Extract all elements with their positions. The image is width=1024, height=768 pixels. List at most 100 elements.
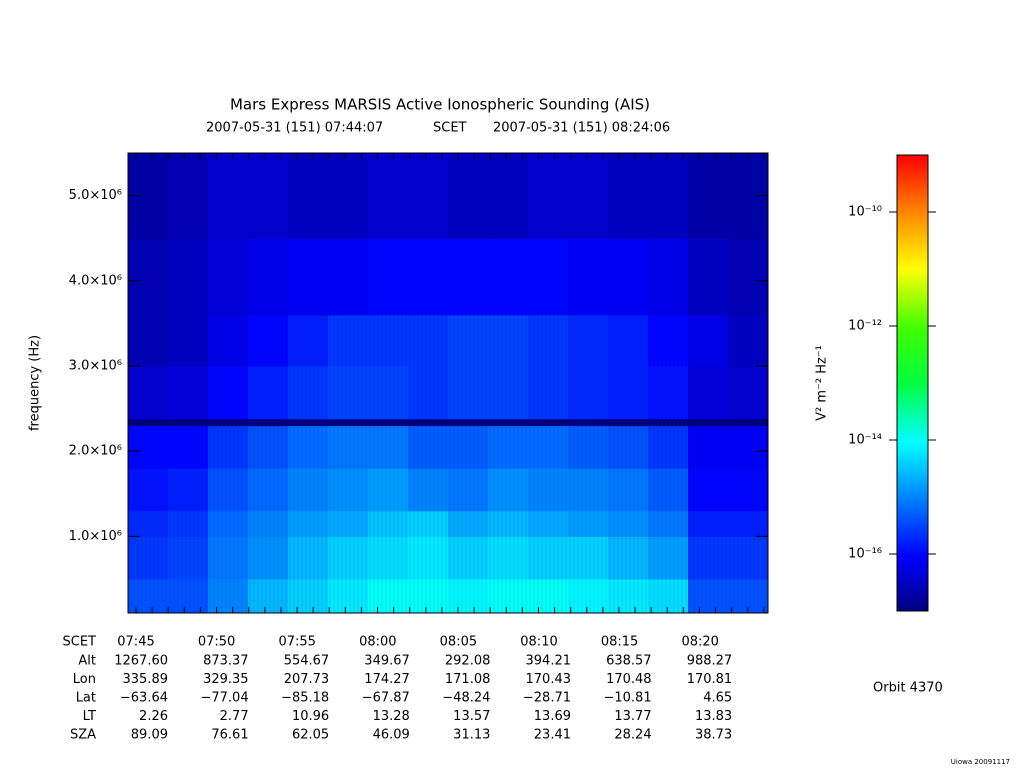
heatmap-cell [648,578,689,614]
heatmap-cell [568,578,609,614]
colorbar-tick-label: 10⁻¹⁶ [848,547,882,562]
heatmap-cell [688,578,729,614]
colorbar [896,154,929,612]
heatmap-cell [728,314,769,367]
y-tick-label: 3.0×10⁶ [69,358,122,373]
heatmap-cell [288,153,329,239]
table-cell: 13.77 [614,709,651,724]
colorbar-label: V² m⁻² Hz⁻¹ [815,345,830,421]
table-cell: 329.35 [203,672,249,687]
table-cell: 170.43 [526,672,572,687]
heatmap-cell [328,153,369,239]
heatmap-cell [528,510,569,537]
heatmap-cell [648,153,689,239]
heatmap-cell [168,468,209,512]
heatmap-cell [488,578,529,614]
table-cell: 13.57 [453,709,490,724]
heatmap-cell [648,418,689,427]
table-cell: 13.28 [373,709,410,724]
heatmap-cell [568,365,609,420]
heatmap-cell [328,468,369,512]
table-cell: 349.67 [364,654,410,669]
heatmap-cell [168,365,209,420]
end-time: 2007-05-31 (151) 08:24:06 [493,121,670,136]
heatmap-cell [648,510,689,537]
table-cell: 2.77 [220,709,249,724]
heatmap-cell [408,365,449,420]
heatmap-cell [688,510,729,537]
heatmap-cell [688,468,729,512]
heatmap-cell [168,425,209,469]
heatmap-cell [528,425,569,469]
heatmap-cell [528,578,569,614]
heatmap-cell [208,238,249,316]
heatmap-cell [688,153,729,239]
heatmap-cell [128,425,169,469]
heatmap-cell [128,536,169,580]
heatmap-cell [688,365,729,420]
heatmap-cell [208,425,249,469]
heatmap-cell [368,238,409,316]
heatmap-cell [448,468,489,512]
heatmap-cell [608,536,649,580]
heatmap-cell [408,425,449,469]
heatmap-cell [488,238,529,316]
heatmap-cell [128,238,169,316]
table-cell: −28.71 [523,691,571,706]
table-cell: 335.89 [123,672,169,687]
heatmap-cell [448,365,489,420]
table-cell: 207.73 [284,672,330,687]
heatmap-cell [488,468,529,512]
heatmap-cell [488,510,529,537]
table-cell: 31.13 [453,728,490,743]
heatmap-cell [408,153,449,239]
heatmap-cell [288,365,329,420]
heatmap-cell [568,425,609,469]
heatmap-cell [528,238,569,316]
heatmap-cell [448,314,489,367]
table-cell: 23.41 [534,728,571,743]
heatmap-cell [208,536,249,580]
table-cell: 170.48 [606,672,652,687]
heatmap-cell [168,418,209,427]
heatmap-cell [208,314,249,367]
heatmap-cell [408,238,449,316]
heatmap-cell [528,153,569,239]
chart-title: Mars Express MARSIS Active Ionospheric S… [230,96,650,114]
heatmap-cell [608,153,649,239]
heatmap-cell [568,536,609,580]
heatmap-cell [568,418,609,427]
table-cell: −67.87 [362,691,410,706]
heatmap-cell [128,578,169,614]
heatmap-cell [608,314,649,367]
table-header: SCET [63,635,97,650]
heatmap-cell [728,468,769,512]
heatmap-cell [248,418,289,427]
y-tick-label: 1.0×10⁶ [69,529,122,544]
heatmap-cell [208,153,249,239]
heatmap-cell [328,314,369,367]
heatmap-cell [608,238,649,316]
table-cell: −77.04 [200,691,248,706]
y-tick-label: 4.0×10⁶ [69,273,122,288]
heatmap-cell [288,425,329,469]
time-label: SCET [433,121,467,136]
time-label: 08:10 [520,635,557,650]
heatmap-cell [448,418,489,427]
heatmap-cell [528,468,569,512]
heatmap-cell [728,510,769,537]
heatmap-cell [448,238,489,316]
heatmap-cell [168,314,209,367]
table-cell: 76.61 [211,728,248,743]
heatmap-cell [328,365,369,420]
heatmap-cell [208,510,249,537]
table-cell: −85.18 [281,691,329,706]
heatmap-cell [488,536,529,580]
heatmap-cell [168,153,209,239]
heatmap-cell [448,425,489,469]
heatmap-cell [528,314,569,367]
orbit: Orbit 4370 [873,681,943,696]
heatmap-cell [328,418,369,427]
table-cell: 38.73 [695,728,732,743]
